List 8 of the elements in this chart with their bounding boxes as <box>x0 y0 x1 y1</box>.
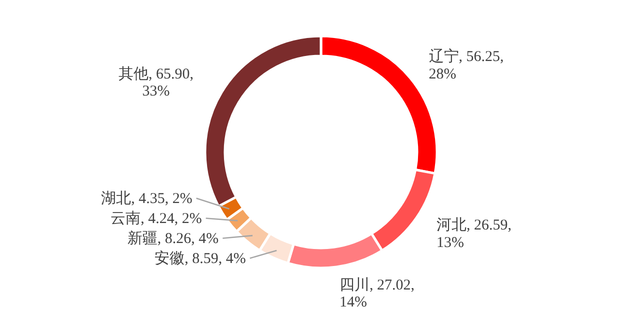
slice-label: 云南, 4.24, 2% <box>110 210 202 228</box>
slice-label: 新疆, 8.26, 4% <box>127 230 219 248</box>
slice-label: 辽宁, 56.25, 28% <box>428 48 504 82</box>
slice-label: 安徽, 8.59, 4% <box>154 250 246 268</box>
slice-label: 其他, 65.90, 33% <box>118 65 194 100</box>
slice-label: 四川, 27.02, 14% <box>340 276 415 311</box>
slice-label: 河北, 26.59, 13% <box>436 216 512 251</box>
slice-label: 湖北, 4.35, 2% <box>101 190 192 208</box>
